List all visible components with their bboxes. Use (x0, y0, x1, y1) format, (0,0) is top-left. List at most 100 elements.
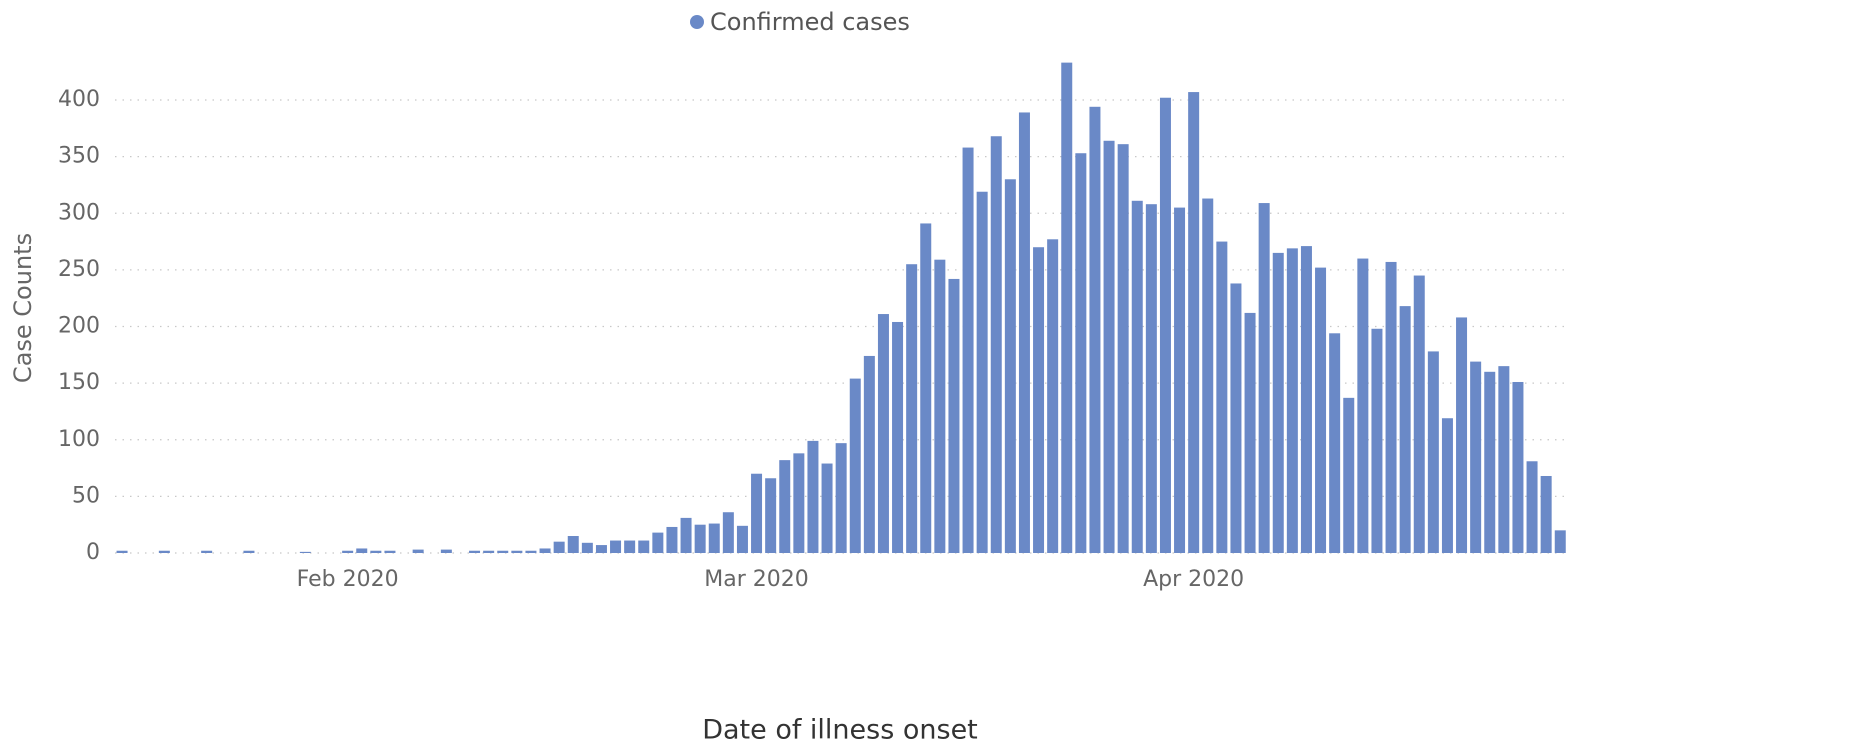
bar (1357, 258, 1369, 553)
bar (1484, 371, 1496, 553)
bar (934, 259, 946, 553)
bar (948, 278, 960, 553)
bar (920, 223, 932, 553)
bar (581, 542, 593, 553)
bar (1300, 246, 1312, 553)
bar (793, 453, 805, 553)
bar (722, 512, 734, 553)
bar (370, 550, 382, 553)
y-tick-label: 200 (58, 314, 100, 339)
x-tick-label: Mar 2020 (704, 567, 809, 592)
bar (624, 540, 636, 553)
bar (1174, 207, 1186, 553)
bar (1089, 106, 1101, 554)
bar (1258, 203, 1270, 553)
bar (201, 550, 213, 553)
bar (694, 524, 706, 553)
bar (595, 545, 607, 553)
bar (356, 548, 368, 553)
bar (1103, 140, 1115, 553)
bar (863, 355, 875, 553)
bar (849, 378, 861, 553)
bar (1512, 381, 1524, 553)
bar (892, 321, 904, 553)
bar (469, 550, 481, 553)
bar (1145, 204, 1157, 553)
bar (299, 551, 311, 553)
y-tick-label: 300 (58, 200, 100, 225)
x-tick-label: Feb 2020 (297, 567, 399, 592)
bar (567, 536, 579, 553)
bar (1526, 461, 1538, 553)
bar (976, 191, 988, 554)
bar (1498, 366, 1510, 553)
bar (1470, 361, 1482, 553)
x-tick-label: Apr 2020 (1143, 567, 1244, 592)
y-tick-label: 250 (58, 257, 100, 282)
bar (1188, 92, 1200, 553)
bar (765, 478, 777, 553)
bar (1371, 328, 1383, 553)
y-tick-label: 100 (58, 427, 100, 452)
bar (384, 550, 396, 553)
bar (1343, 397, 1355, 553)
bar (906, 264, 918, 553)
bar (1315, 267, 1327, 553)
bar (1131, 200, 1143, 554)
bar (1033, 247, 1045, 553)
bar (990, 136, 1002, 554)
bar (736, 525, 748, 553)
bar (779, 460, 791, 553)
bar (680, 517, 692, 553)
y-axis-title: Case Counts (9, 233, 37, 383)
bar (807, 440, 819, 553)
bar (962, 147, 974, 553)
bar (1159, 97, 1171, 554)
bar (1117, 144, 1129, 554)
bar (1244, 312, 1256, 553)
y-tick-label: 350 (58, 144, 100, 169)
bar (1272, 252, 1284, 553)
bar (483, 550, 495, 553)
bar (1061, 62, 1073, 553)
bar (1004, 179, 1016, 553)
bar (1075, 153, 1087, 554)
y-tick-label: 50 (72, 483, 100, 508)
y-tick-label: 400 (58, 87, 100, 112)
bar (1286, 248, 1298, 554)
bar (821, 463, 833, 553)
bar (1230, 283, 1242, 553)
bar (1540, 475, 1552, 553)
bar (1554, 530, 1566, 553)
bar (610, 540, 622, 553)
bar (638, 540, 650, 553)
bar (116, 550, 128, 553)
bar (1427, 351, 1439, 553)
bar (525, 550, 537, 553)
bar (652, 532, 664, 553)
legend-marker (690, 15, 704, 29)
bar (1018, 112, 1030, 554)
bar (511, 550, 523, 553)
bar (708, 523, 720, 553)
bar (1216, 241, 1228, 553)
bar (412, 549, 424, 553)
x-axis-title: Date of illness onset (702, 715, 978, 746)
bar (342, 550, 354, 553)
bar (553, 541, 565, 553)
bar (1441, 418, 1453, 553)
bar (539, 548, 551, 553)
bar (1385, 261, 1397, 553)
bar (877, 314, 889, 553)
bar (1047, 239, 1059, 554)
bar (835, 443, 847, 553)
bar (440, 549, 452, 553)
bar (666, 526, 678, 553)
bar (1329, 333, 1341, 553)
bar (1413, 275, 1425, 553)
bar (751, 473, 763, 553)
bar (243, 550, 255, 553)
y-tick-label: 150 (58, 370, 100, 395)
bar (1456, 317, 1468, 553)
